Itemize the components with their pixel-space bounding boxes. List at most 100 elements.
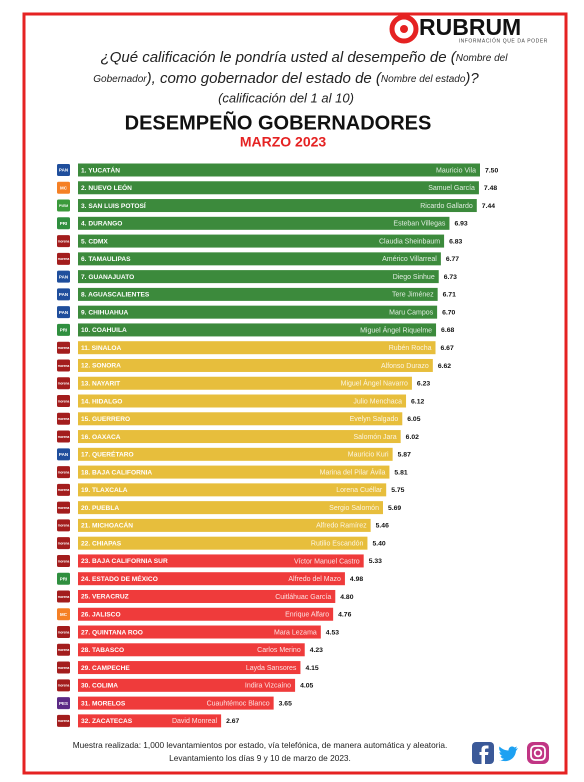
governor-label: Salomón Jara: [353, 434, 396, 441]
value-label: 4.15: [305, 665, 318, 672]
value-label: 6.68: [441, 327, 454, 334]
value-label: 6.73: [444, 274, 457, 281]
category-label: 15. GUERRERO: [81, 416, 130, 423]
instagram-glyph: [533, 748, 543, 758]
governor-label: Miguel Ángel Riquelme: [360, 325, 432, 334]
party-icon: [57, 572, 70, 585]
facebook-glyph: [479, 745, 489, 764]
bar: [78, 199, 477, 213]
logo-name: RUBRUM: [419, 14, 521, 40]
bar: [78, 234, 445, 248]
category-label: 9. CHIHUAHUA: [81, 309, 128, 316]
party-label: morena: [58, 382, 70, 386]
bar: [78, 661, 301, 675]
category-label: 3. SAN LUIS POTOSÍ: [81, 201, 146, 210]
bar: [78, 358, 433, 372]
category-label: 13. NAYARIT: [81, 380, 120, 387]
bar: [78, 323, 437, 337]
governor-label: Indira Vizcaíno: [245, 683, 291, 690]
party-label: PAN: [59, 168, 68, 173]
bar: [78, 412, 403, 426]
party-icon: [57, 626, 70, 639]
category-label: 19. TLAXCALA: [81, 487, 128, 494]
party-label: morena: [58, 417, 70, 421]
value-label: 4.76: [338, 612, 351, 619]
question-text: ¿Qué calificación le pondría usted al de…: [101, 49, 458, 66]
bar: [78, 678, 296, 692]
party-icon: [57, 164, 70, 176]
party-icon: [57, 643, 70, 656]
party-label: PRI: [60, 576, 68, 581]
category-label: 10. COAHUILA: [81, 327, 127, 334]
bar: [78, 376, 412, 390]
party-icon: [57, 252, 70, 265]
party-label: morena: [58, 399, 70, 403]
logo-tagline: INFORMACIÓN QUE DA PODER: [459, 37, 548, 44]
twitter-icon[interactable]: [499, 746, 518, 762]
party-label: morena: [58, 684, 70, 688]
value-label: 2.67: [226, 718, 239, 725]
party-icon: [57, 697, 70, 710]
value-label: 4.23: [310, 647, 323, 654]
party-icon: [57, 714, 70, 727]
question-text: Nombre del estado: [381, 74, 466, 85]
governor-label: Samuel García: [428, 185, 475, 192]
question-text: ), como gobernador del estado de (: [145, 70, 383, 87]
value-label: 5.69: [388, 505, 401, 512]
category-label: 17. QUERÉTARO: [81, 450, 134, 459]
party-icon: [57, 519, 70, 532]
party-icon: [57, 537, 70, 550]
value-label: 3.65: [279, 700, 292, 707]
party-icon: [57, 412, 70, 425]
party-label: morena: [58, 257, 70, 261]
category-label: 12. SONORA: [81, 363, 121, 370]
bar: [78, 518, 371, 532]
governor-label: Esteban Villegas: [393, 221, 446, 228]
governor-label: Mauricio Kuri: [348, 452, 389, 459]
party-label: MC: [60, 612, 68, 617]
value-label: 7.44: [482, 203, 495, 210]
scale-note: (calificación del 1 al 10): [218, 90, 354, 105]
category-label: 31. MORELOS: [81, 700, 126, 707]
governor-label: Evelyn Salgado: [350, 416, 399, 423]
governor-label: Julio Menchaca: [353, 398, 402, 405]
category-label: 20. PUEBLA: [81, 505, 119, 512]
governor-label: Maru Campos: [389, 310, 433, 317]
bars: PAN 1. YUCATÁN Mauricio Vila 7.50 MC 2. NUEVO…: [57, 163, 498, 728]
category-label: 29. CAMPECHE: [81, 665, 130, 672]
governor-label: Alfredo Ramírez: [316, 523, 367, 530]
party-icon: [57, 306, 70, 319]
value-label: 4.53: [326, 629, 339, 636]
chart-subtitle: MARZO 2023: [240, 134, 327, 150]
party-icon: [57, 395, 70, 408]
party-icon: [57, 661, 70, 674]
party-label: morena: [58, 542, 70, 546]
party-icon: [57, 288, 70, 301]
governor-label: Ricardo Gallardo: [420, 203, 473, 210]
party-icon: [57, 501, 70, 514]
governor-label: Diego Sinhue: [393, 274, 435, 281]
party-label: PES: [59, 701, 68, 706]
value-label: 6.05: [407, 416, 420, 423]
category-label: 16. OAXACA: [81, 434, 121, 441]
party-label: MC: [60, 185, 68, 190]
party-label: morena: [58, 524, 70, 528]
category-label: 27. QUINTANA ROO: [81, 629, 143, 636]
party-label: PVEM: [59, 204, 68, 208]
governor-label: Cuauhtémoc Blanco: [207, 700, 270, 707]
category-label: 11. SINALOA: [81, 345, 122, 352]
value-label: 5.75: [391, 487, 404, 494]
governor-label: Alfonso Durazo: [381, 363, 429, 370]
value-label: 6.77: [446, 256, 459, 263]
bar: [78, 341, 436, 355]
value-label: 6.67: [441, 345, 454, 352]
party-icon: [57, 341, 70, 354]
value-label: 4.05: [300, 683, 313, 690]
governor-label: Claudia Sheinbaum: [379, 238, 440, 245]
party-label: PAN: [59, 310, 68, 315]
chart-title: DESEMPEÑO GOBERNADORES: [125, 111, 432, 134]
logo-ring: [389, 14, 419, 44]
bar: [78, 430, 401, 444]
bar: [78, 394, 407, 408]
question-line: ¿Qué calificación le pondría usted al de…: [101, 49, 509, 66]
